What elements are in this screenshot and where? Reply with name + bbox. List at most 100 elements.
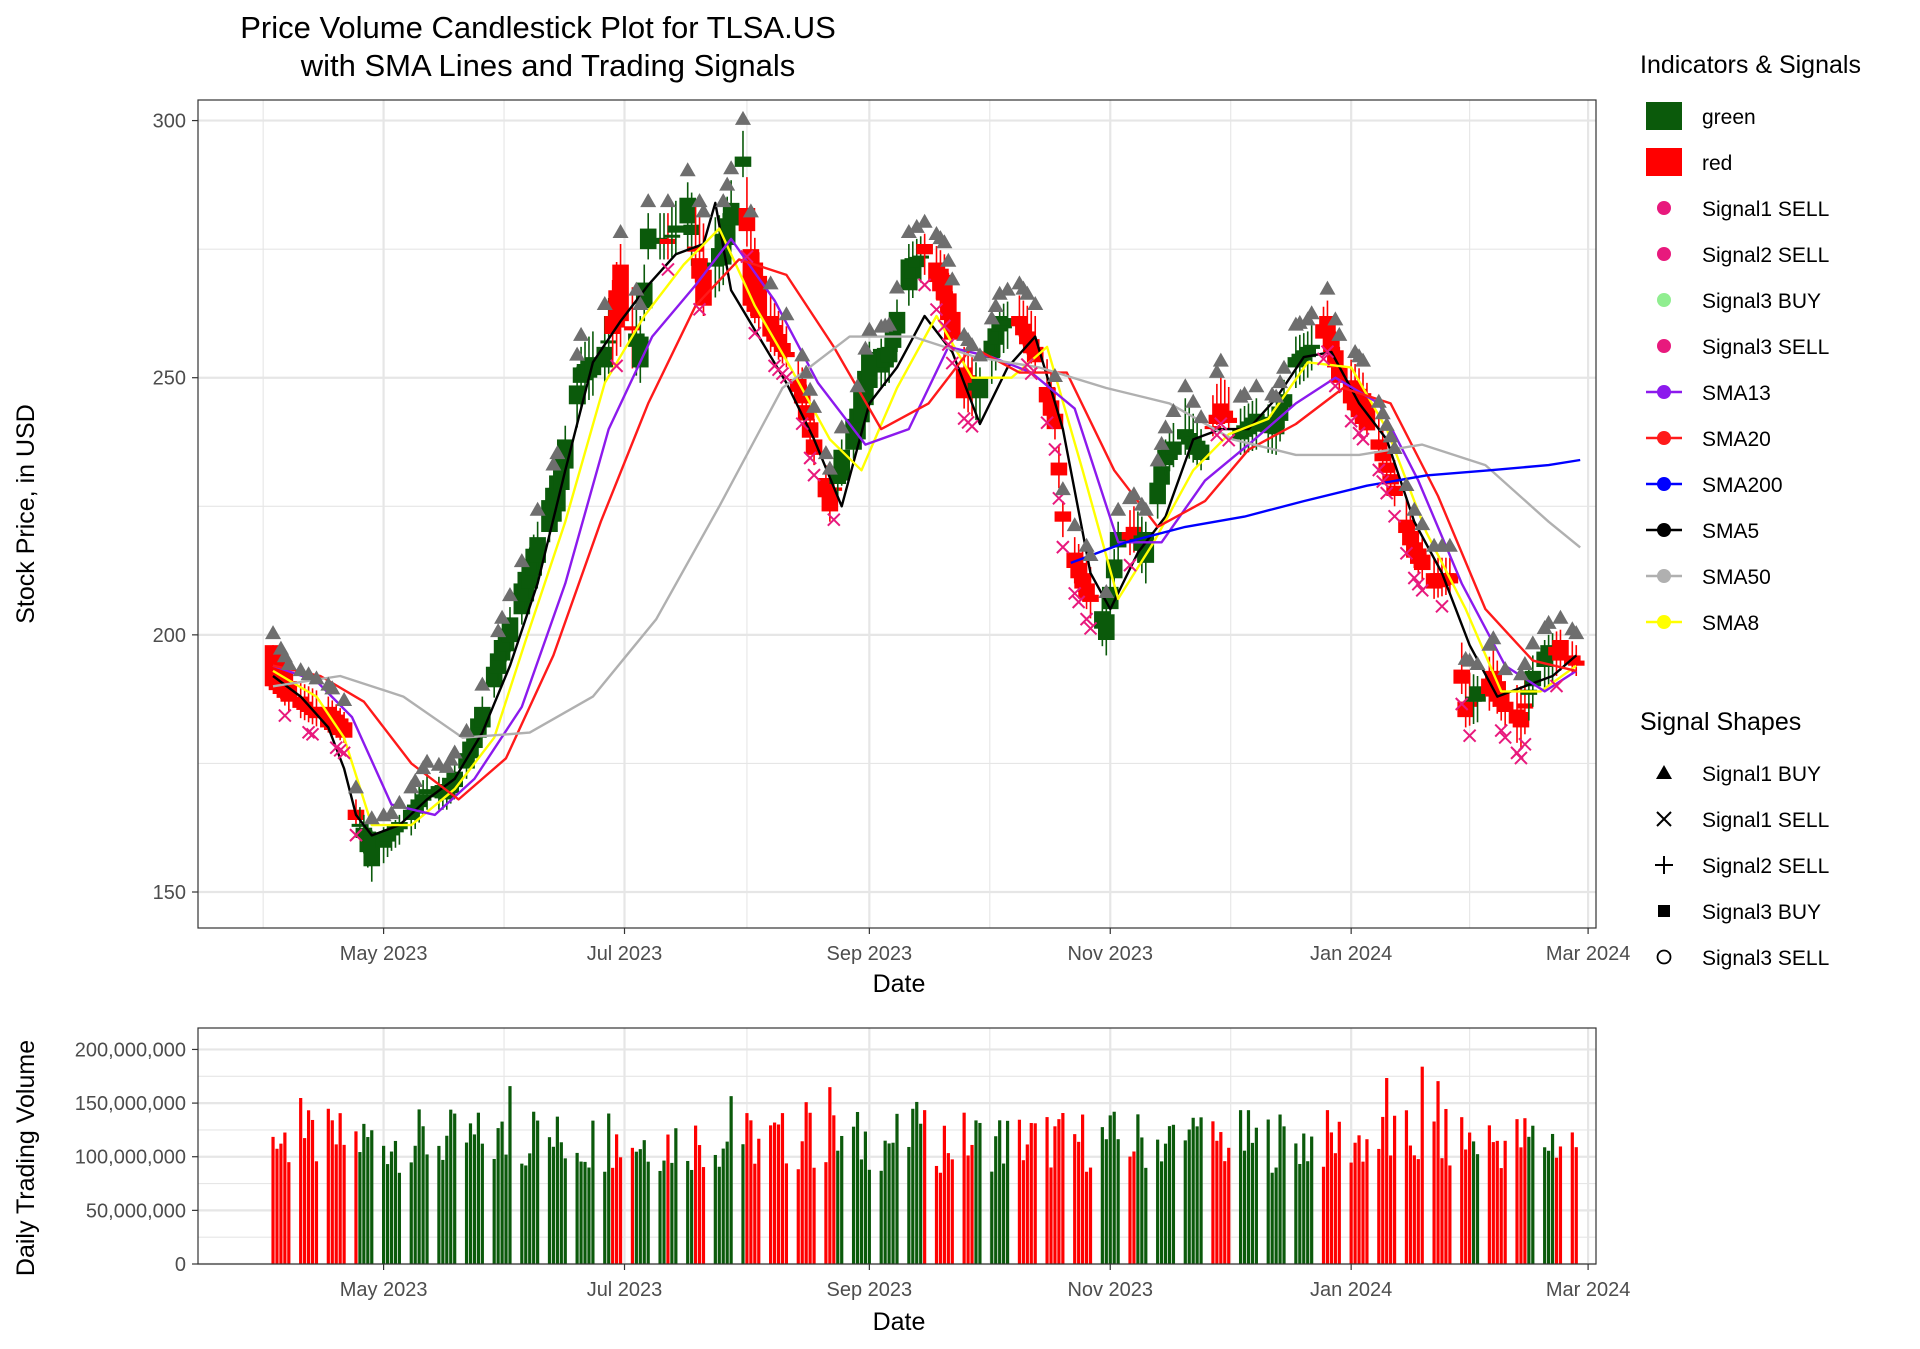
volume-bar bbox=[1140, 1137, 1144, 1264]
candle-body bbox=[418, 789, 436, 795]
signal1-buy-marker bbox=[1398, 477, 1415, 492]
volume-bar bbox=[480, 1143, 484, 1264]
volume-bar bbox=[468, 1123, 473, 1264]
volume-bar bbox=[1543, 1147, 1547, 1264]
volume-bar bbox=[1227, 1147, 1231, 1264]
volume-bar bbox=[382, 1145, 386, 1264]
x-tick-label: May 2023 bbox=[340, 1279, 428, 1301]
signal1-sell-marker bbox=[1407, 571, 1422, 585]
volume-bar bbox=[611, 1167, 615, 1264]
signal1-sell-marker bbox=[779, 370, 794, 385]
legend-key-dot bbox=[1657, 523, 1671, 537]
volume-bar bbox=[666, 1134, 670, 1264]
volume-bar bbox=[1242, 1150, 1247, 1264]
volume-bar bbox=[563, 1158, 567, 1264]
candle-body bbox=[1374, 451, 1392, 462]
signal1-sell-marker bbox=[337, 746, 351, 760]
volume-bar bbox=[1167, 1126, 1172, 1264]
signal1-sell-marker bbox=[1415, 583, 1429, 598]
volume-bar bbox=[299, 1097, 303, 1264]
signal1-buy-marker bbox=[1512, 666, 1529, 681]
signal1-buy-marker bbox=[640, 193, 657, 208]
volume-bar bbox=[1574, 1147, 1578, 1264]
volume-bar bbox=[1187, 1129, 1191, 1264]
signal1-buy-marker bbox=[1082, 546, 1099, 561]
signal1-buy-marker bbox=[833, 419, 850, 434]
volume-bar bbox=[701, 1167, 706, 1264]
chart-subtitle: with SMA Lines and Trading Signals bbox=[300, 48, 796, 83]
volume-bar bbox=[275, 1148, 279, 1264]
candle-body bbox=[1216, 410, 1234, 421]
volume-bar bbox=[1049, 1167, 1053, 1264]
volume-bar bbox=[938, 1172, 943, 1264]
volume-bar bbox=[745, 1113, 749, 1264]
volume-bar bbox=[449, 1109, 453, 1264]
sma200-line bbox=[1070, 458, 1581, 565]
signal1-buy-marker bbox=[308, 670, 325, 685]
signal1-buy-marker bbox=[1355, 352, 1371, 367]
volume-bar bbox=[1084, 1171, 1089, 1264]
candle-body bbox=[667, 225, 685, 233]
plus-icon bbox=[1655, 856, 1673, 874]
legend-key-dot bbox=[1657, 615, 1671, 629]
volume-bar bbox=[1523, 1118, 1527, 1264]
signal1-buy-marker bbox=[1137, 501, 1154, 516]
volume-bar bbox=[1144, 1167, 1148, 1264]
volume-bar bbox=[1554, 1157, 1559, 1264]
legend-label: SMA8 bbox=[1702, 612, 1759, 635]
signal1-buy-marker bbox=[916, 213, 933, 228]
volume-bar bbox=[634, 1151, 638, 1264]
volume-bars bbox=[271, 1066, 1578, 1264]
volume-bar bbox=[1274, 1167, 1278, 1264]
signal1-buy-marker bbox=[1568, 625, 1585, 640]
candle-body bbox=[1461, 701, 1478, 707]
volume-bar bbox=[393, 1140, 398, 1264]
volume-bar bbox=[717, 1166, 721, 1264]
volume-bar bbox=[796, 1169, 800, 1264]
volume-bar bbox=[1547, 1150, 1551, 1264]
volume-bar bbox=[895, 1113, 899, 1264]
volume-bar bbox=[1333, 1153, 1337, 1264]
candle-body bbox=[1220, 417, 1238, 423]
volume-bar bbox=[326, 1108, 330, 1264]
signal1-buy-marker bbox=[391, 794, 408, 809]
signal1-buy-marker bbox=[1098, 584, 1115, 598]
volume-bar bbox=[520, 1163, 524, 1264]
signal1-sell-marker bbox=[748, 326, 762, 340]
price-y-axis-label: Stock Price, in USD bbox=[12, 404, 40, 624]
volume-bar bbox=[1460, 1117, 1464, 1264]
volume-bar bbox=[1302, 1133, 1306, 1264]
signal1-sell-marker bbox=[807, 468, 821, 482]
volume-bar bbox=[358, 1152, 362, 1264]
candle-body bbox=[912, 255, 929, 259]
signal1-buy-marker bbox=[987, 298, 1004, 313]
volume-bar bbox=[1495, 1140, 1499, 1264]
volume-bar bbox=[1077, 1141, 1081, 1264]
y-tick-label: 250 bbox=[153, 368, 186, 390]
signal1-buy-marker bbox=[1153, 435, 1170, 450]
signal1-sell-marker bbox=[301, 725, 316, 739]
volume-panel: 0 50,000,000 100,000,000 150,000,000 200,000… bbox=[12, 1027, 1631, 1336]
candle-body bbox=[383, 830, 400, 836]
signal1-buy-marker bbox=[806, 398, 823, 413]
volume-bar bbox=[1104, 1139, 1108, 1264]
volume-x-axis-label: Date bbox=[873, 1308, 926, 1336]
volume-bar bbox=[615, 1134, 619, 1264]
signal1-sell-marker bbox=[278, 708, 292, 723]
volume-bar bbox=[271, 1136, 275, 1264]
signal1-buy-marker bbox=[292, 662, 309, 677]
volume-bar bbox=[496, 1128, 500, 1264]
signal1-buy-marker bbox=[1469, 656, 1486, 670]
volume-bar bbox=[1282, 1126, 1286, 1264]
volume-bar bbox=[1073, 1134, 1077, 1264]
candle-body bbox=[679, 197, 696, 224]
volume-bar bbox=[1353, 1142, 1357, 1264]
signal1-buy-marker bbox=[1193, 409, 1210, 424]
candle-body bbox=[734, 156, 752, 167]
x-tick-label: Nov 2023 bbox=[1067, 1279, 1153, 1301]
volume-bar bbox=[962, 1112, 966, 1264]
signal1-sell-marker bbox=[1498, 730, 1512, 745]
signal1-sell-marker bbox=[349, 828, 363, 842]
x-tick-label: Mar 2024 bbox=[1546, 1279, 1631, 1301]
volume-bar bbox=[966, 1155, 970, 1264]
